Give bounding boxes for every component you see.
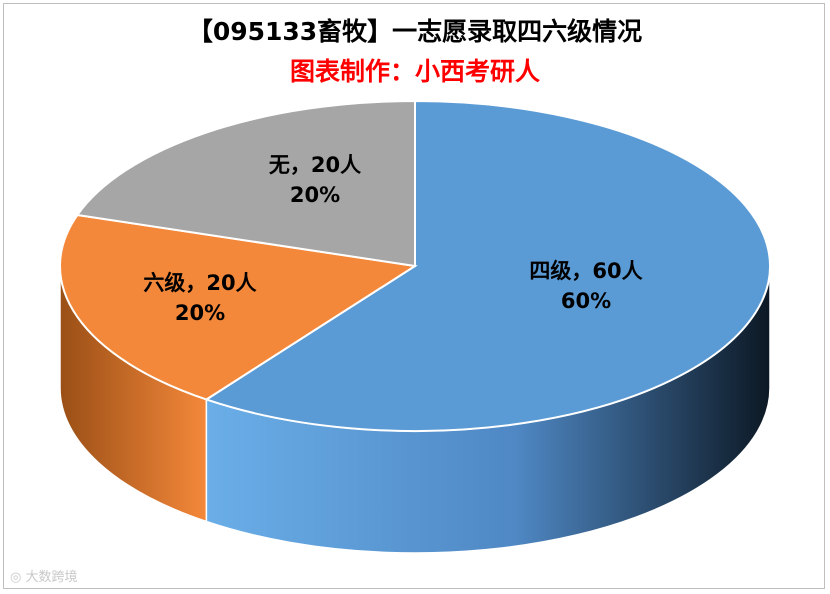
data-label-2-line1: 无，20人 bbox=[269, 153, 361, 177]
data-label-2-line2: 20% bbox=[290, 183, 340, 207]
watermark-text: 大数跨境 bbox=[25, 570, 78, 585]
pie-slice-1 bbox=[59, 213, 418, 401]
data-label-1-line1: 六级，20人 bbox=[143, 271, 256, 295]
data-label-1-line2: 20% bbox=[175, 301, 225, 325]
data-label-0-line1: 四级，60人 bbox=[529, 259, 642, 283]
pie-slice-2 bbox=[75, 99, 416, 268]
pie-slice-0 bbox=[204, 99, 771, 432]
chart-title: 【095133畜牧】一志愿录取四六级情况 bbox=[187, 17, 643, 46]
watermark: ◎ 大数跨境 bbox=[10, 566, 78, 585]
data-label-0-line2: 60% bbox=[561, 289, 611, 313]
chart-subtitle: 图表制作：小西考研人 bbox=[289, 57, 540, 86]
watermark-logo-icon: ◎ bbox=[10, 570, 26, 585]
